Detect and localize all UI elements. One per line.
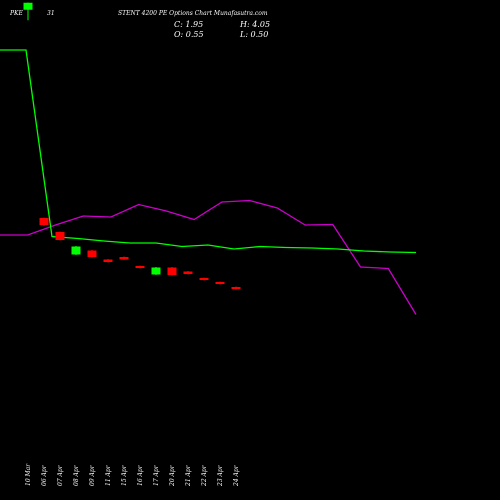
candle-0 (23, 2, 33, 21)
candle-body (167, 267, 177, 275)
candle-body (39, 218, 49, 225)
header-title: STENT 4200 PE Options Chart Munafasutra.… (118, 10, 268, 17)
x-tick-label: 09 Apr (89, 464, 96, 486)
x-tick-label: 23 Apr (217, 464, 224, 487)
candle-11 (199, 277, 209, 281)
candle-body (215, 282, 225, 284)
candle-7 (135, 265, 145, 269)
candle-body (23, 2, 33, 10)
header-high-value: H: 4.05 (239, 20, 270, 29)
candle-body (71, 246, 81, 255)
x-tick-label: 07 Apr (57, 464, 64, 486)
candlesticks (23, 2, 241, 290)
candle-10 (183, 271, 193, 275)
magenta-series-line (0, 199, 417, 315)
candle-6 (119, 256, 129, 260)
indicator-lines (0, 49, 417, 315)
x-tick-label: 08 Apr (73, 464, 80, 486)
candle-body (151, 267, 161, 275)
candle-9 (167, 267, 177, 276)
candle-body (55, 232, 65, 240)
x-tick-label: 10 Mar (25, 463, 32, 486)
candle-2 (55, 231, 65, 241)
header-open-value: O: 0.55 (174, 30, 204, 39)
candle-13 (231, 286, 241, 290)
x-tick-label: 21 Apr (185, 464, 192, 487)
candle-body (87, 250, 97, 257)
x-tick-label: 17 Apr (153, 464, 160, 486)
candle-body (103, 259, 113, 262)
x-tick-label: 22 Apr (201, 464, 208, 487)
candle-1 (39, 217, 49, 226)
candle-body (119, 257, 129, 260)
header-symbol: PKE (9, 10, 24, 17)
candle-body (231, 287, 241, 289)
header-expiry-day: 31 (47, 10, 55, 17)
x-tick-label: 15 Apr (121, 464, 128, 486)
x-tick-label: 16 Apr (137, 464, 144, 486)
header-low-value: L: 0.50 (239, 30, 268, 39)
x-axis-tick-labels: 10 Mar 06 Apr 07 Apr 08 Apr 09 Apr 11 Apr 15 A… (25, 463, 240, 487)
x-tick-label: 11 Apr (105, 464, 112, 486)
x-tick-label: 24 Apr (233, 464, 240, 487)
candle-12 (215, 281, 225, 285)
candle-body (135, 266, 145, 268)
header-close-value: C: 1.95 (174, 20, 203, 29)
candle-8 (151, 267, 161, 275)
x-tick-label: 06 Apr (41, 464, 48, 486)
candle-3 (71, 246, 81, 255)
candle-body (183, 271, 193, 274)
green-series-line (0, 49, 417, 254)
x-tick-label: 20 Apr (169, 464, 176, 487)
candle-4 (87, 250, 97, 258)
candle-5 (103, 259, 113, 263)
candle-body (199, 278, 209, 280)
